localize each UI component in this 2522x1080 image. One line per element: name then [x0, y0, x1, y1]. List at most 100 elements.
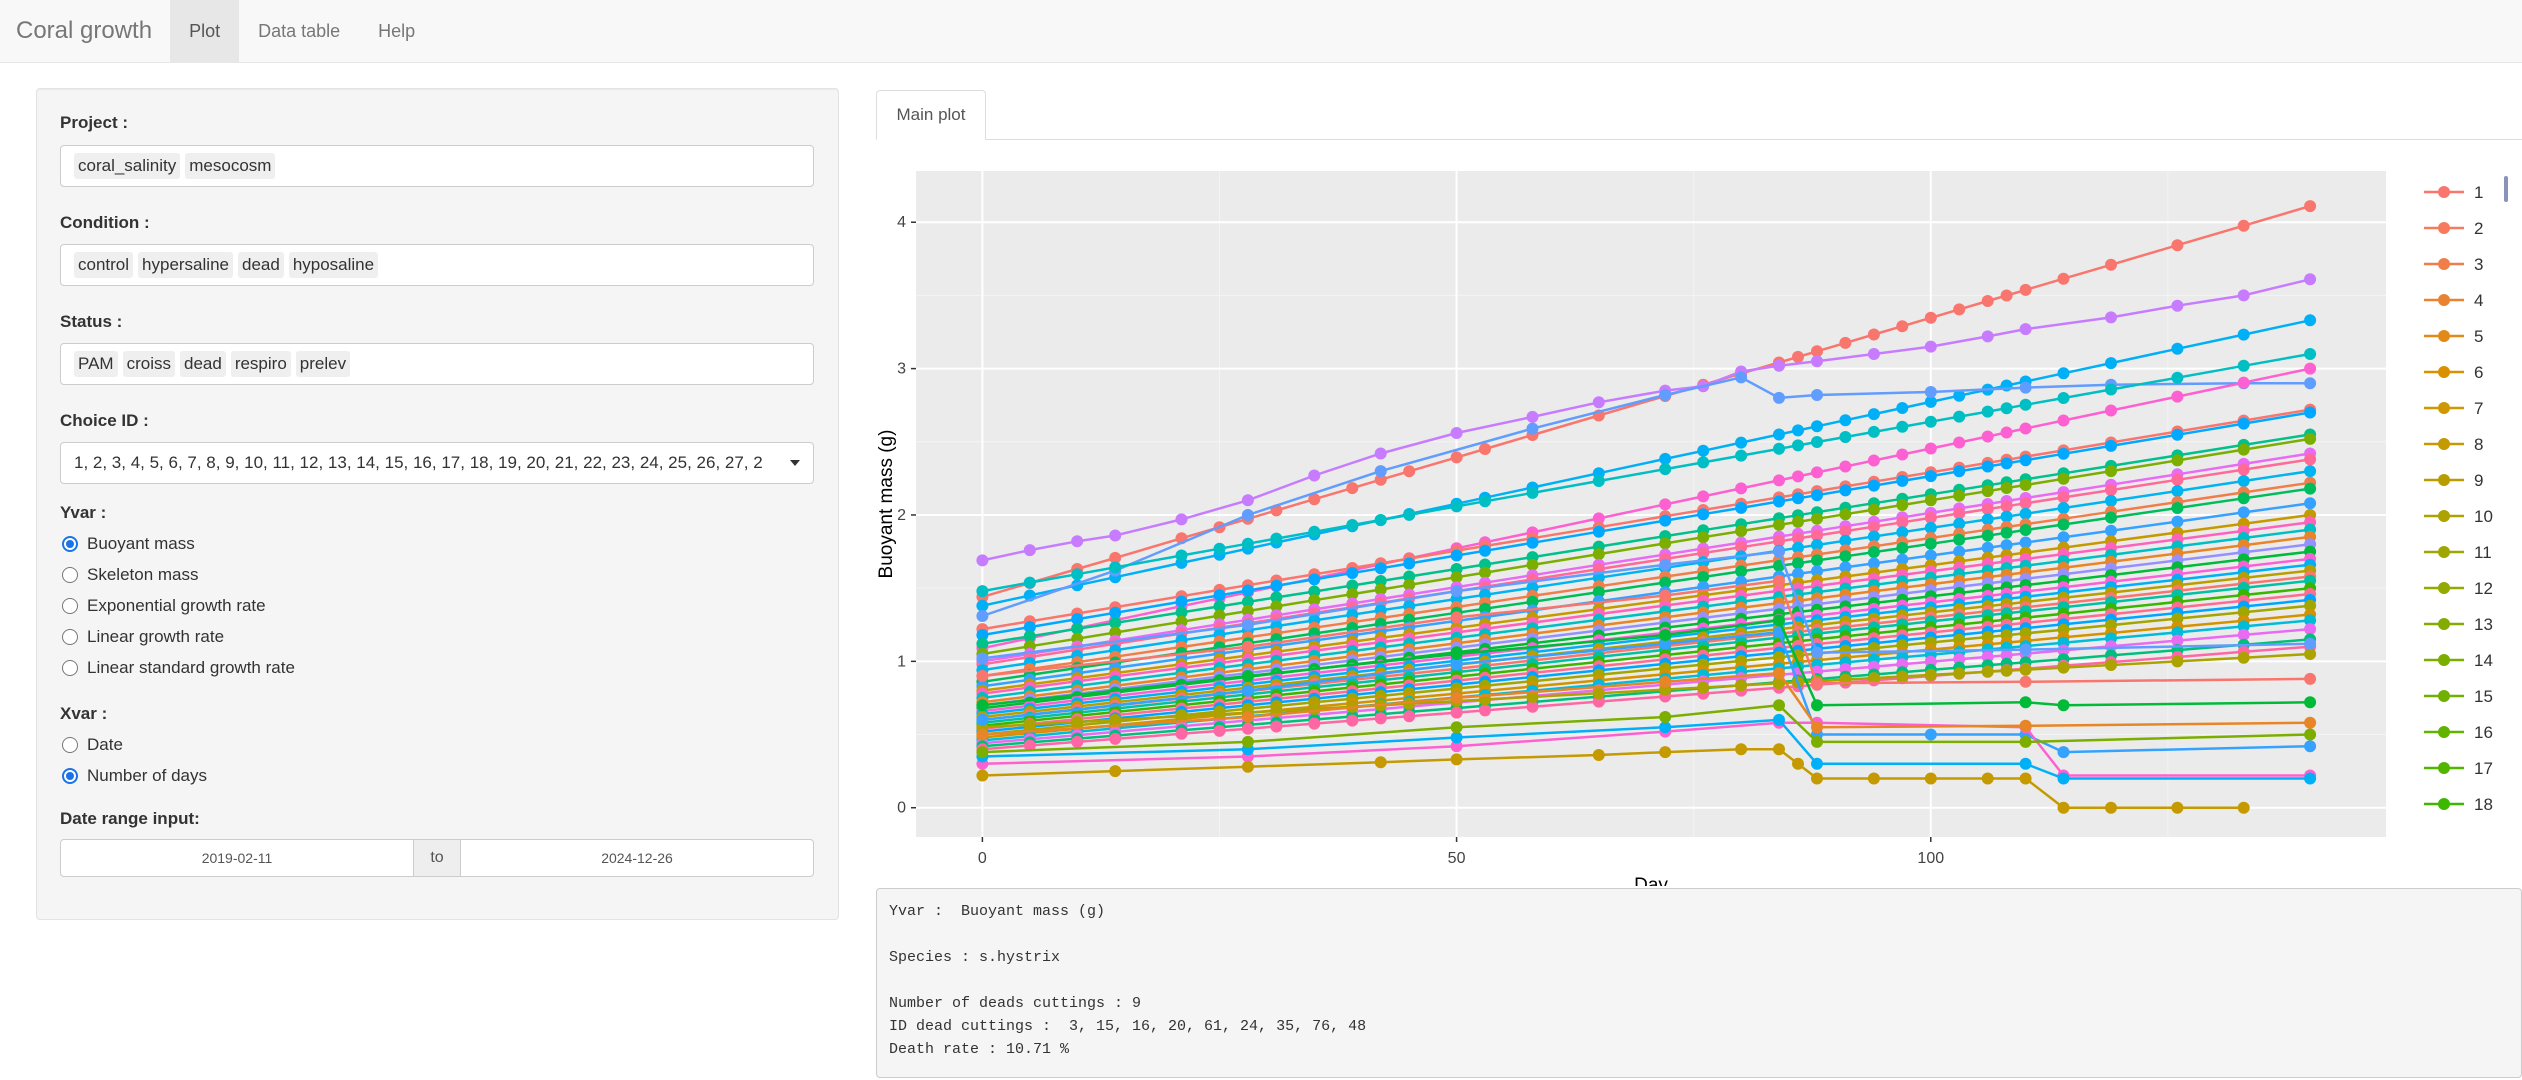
- data-point: [976, 699, 989, 712]
- condition-chip[interactable]: control: [74, 252, 134, 278]
- project-chip[interactable]: coral_salinity: [74, 153, 181, 179]
- status-select[interactable]: PAM croiss dead respiro prelev: [60, 343, 814, 385]
- app-brand[interactable]: Coral growth: [16, 17, 153, 44]
- data-point: [2105, 258, 2117, 271]
- data-point: [1924, 668, 1937, 681]
- data-point: [1270, 532, 1283, 545]
- radio-button[interactable]: [62, 768, 78, 784]
- data-point: [2304, 599, 2317, 612]
- radio-button[interactable]: [62, 629, 78, 645]
- legend-item[interactable]: 4: [2424, 291, 2483, 310]
- data-point: [1241, 584, 1254, 597]
- data-point: [1773, 545, 1785, 558]
- data-point: [1346, 567, 1359, 579]
- data-point: [2171, 612, 2184, 625]
- status-chip[interactable]: PAM: [74, 351, 118, 377]
- x-tick-label: 50: [1448, 850, 1466, 867]
- yvar-option-linear-standard-growth-rate[interactable]: Linear standard growth rate: [62, 658, 295, 678]
- legend-item[interactable]: 8: [2424, 435, 2483, 454]
- radio-button[interactable]: [62, 567, 78, 583]
- condition-chip[interactable]: hypersaline: [138, 252, 233, 278]
- data-point: [1450, 691, 1463, 704]
- data-point: [1450, 706, 1463, 719]
- status-chip[interactable]: respiro: [230, 351, 291, 377]
- legend-item[interactable]: 6: [2424, 363, 2483, 382]
- status-chip[interactable]: dead: [179, 351, 226, 377]
- legend-item[interactable]: 5: [2424, 327, 2483, 346]
- legend-marker: [2438, 618, 2450, 630]
- data-point: [1213, 542, 1226, 555]
- condition-chip[interactable]: hyposaline: [288, 252, 379, 278]
- legend-item[interactable]: 12: [2424, 579, 2493, 598]
- tab-main-plot[interactable]: Main plot: [876, 90, 986, 140]
- legend-item[interactable]: 10: [2424, 507, 2493, 526]
- data-point: [2019, 536, 2032, 549]
- legend-item[interactable]: 2: [2424, 219, 2483, 238]
- data-point: [1735, 501, 1748, 514]
- nav-tab-data-table[interactable]: Data table: [258, 20, 341, 41]
- condition-select[interactable]: control hypersaline dead hyposaline: [60, 244, 814, 286]
- radio-button[interactable]: [62, 737, 78, 753]
- data-point: [1896, 474, 1909, 487]
- project-chip[interactable]: mesocosm: [185, 153, 276, 179]
- legend-item[interactable]: 7: [2424, 399, 2483, 418]
- data-point: [2000, 482, 2013, 494]
- radio-button[interactable]: [62, 598, 78, 614]
- legend-item[interactable]: 17: [2424, 759, 2493, 778]
- data-point: [1071, 735, 1084, 748]
- legend-item[interactable]: 14: [2424, 651, 2493, 670]
- date-start-input[interactable]: 2019-02-11: [201, 850, 273, 866]
- data-point: [2237, 651, 2250, 664]
- radio-button[interactable]: [62, 536, 78, 552]
- date-range-separator: to: [413, 840, 461, 876]
- nav-tab-plot[interactable]: Plot: [170, 0, 240, 62]
- data-point: [2105, 494, 2117, 507]
- data-point: [2019, 454, 2032, 467]
- yvar-option-linear-growth-rate[interactable]: Linear growth rate: [62, 627, 224, 647]
- radio-button[interactable]: [62, 660, 78, 676]
- status-chip[interactable]: croiss: [122, 351, 175, 377]
- legend-item[interactable]: 1: [2424, 183, 2483, 202]
- data-point: [1773, 391, 1785, 404]
- legend-item[interactable]: 3: [2424, 255, 2483, 274]
- data-point: [1175, 513, 1188, 526]
- condition-chip[interactable]: dead: [237, 252, 284, 278]
- data-point: [2019, 675, 2032, 688]
- data-point: [2019, 497, 2032, 510]
- legend-item[interactable]: 15: [2424, 687, 2493, 706]
- data-point: [2304, 362, 2317, 375]
- data-point: [1839, 550, 1852, 563]
- choice-id-select[interactable]: 1, 2, 3, 4, 5, 6, 7, 8, 9, 10, 11, 12, 1…: [60, 442, 814, 484]
- status-chip[interactable]: prelev: [295, 351, 351, 377]
- date-end-input[interactable]: 2024-12-26: [601, 850, 673, 866]
- data-point: [2171, 390, 2184, 403]
- project-label: Project :: [60, 113, 129, 132]
- data-point: [1374, 712, 1387, 725]
- legend-label: 16: [2474, 723, 2493, 742]
- chevron-down-icon[interactable]: [790, 460, 800, 466]
- data-point: [1450, 721, 1463, 734]
- project-select[interactable]: coral_salinity mesocosm: [60, 145, 814, 187]
- sidebar-panel: Project : coral_salinity mesocosm Condit…: [36, 88, 839, 920]
- data-point: [976, 769, 989, 782]
- data-point: [1213, 609, 1226, 622]
- yvar-option-exponential-growth-rate[interactable]: Exponential growth rate: [62, 596, 266, 616]
- xvar-option-number-of-days[interactable]: Number of days: [62, 766, 207, 786]
- legend-marker: [2438, 690, 2450, 702]
- legend-item[interactable]: 18: [2424, 795, 2493, 814]
- yvar-option-skeleton-mass[interactable]: Skeleton mass: [62, 565, 199, 585]
- legend-marker: [2438, 222, 2450, 234]
- xvar-option-date[interactable]: Date: [62, 735, 123, 755]
- legend-item[interactable]: 9: [2424, 471, 2483, 490]
- data-point: [1374, 575, 1387, 587]
- summary-line: Yvar : Buoyant mass (g): [889, 903, 1106, 920]
- nav-tab-help[interactable]: Help: [378, 20, 416, 41]
- radio-label: Skeleton mass: [87, 565, 199, 584]
- yvar-option-buoyant-mass[interactable]: Buoyant mass: [62, 534, 195, 554]
- legend-item[interactable]: 11: [2424, 543, 2492, 562]
- legend-item[interactable]: 16: [2424, 723, 2493, 742]
- legend-item[interactable]: 13: [2424, 615, 2493, 634]
- legend-scrollbar[interactable]: [2504, 176, 2508, 202]
